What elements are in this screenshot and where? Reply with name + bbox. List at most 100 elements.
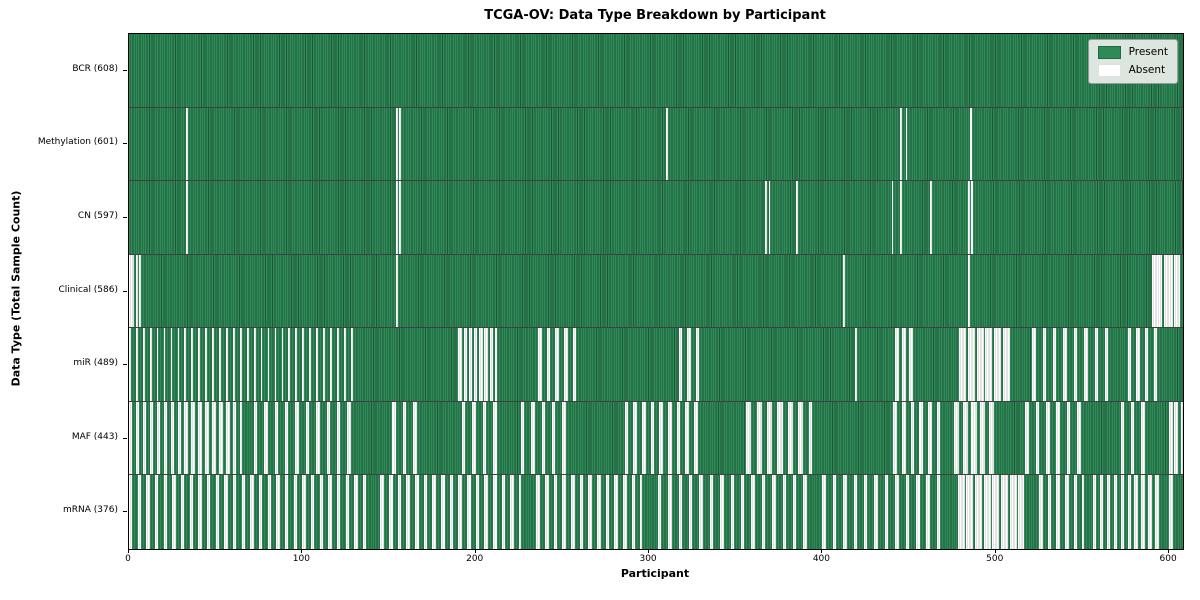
absent-run [363, 475, 367, 549]
absent-run [142, 401, 147, 475]
present-run [690, 328, 696, 401]
absent-run [186, 107, 188, 181]
present-run [297, 475, 303, 549]
absent-run [319, 475, 324, 549]
absent-run [1120, 475, 1125, 549]
absent-run [1106, 475, 1111, 549]
absent-run [163, 475, 168, 549]
present-run [902, 107, 906, 181]
present-run [193, 328, 199, 401]
y-tick-label-methylation: Methylation (601) [37, 137, 118, 148]
present-run [297, 328, 303, 401]
present-run [174, 401, 178, 475]
present-run [357, 475, 364, 549]
absent-run [129, 401, 133, 475]
present-run [1137, 475, 1142, 549]
present-run [846, 475, 854, 549]
absent-run [468, 328, 473, 401]
absent-run [191, 328, 194, 401]
absent-run [1073, 475, 1078, 549]
present-run [288, 401, 296, 475]
absent-run [968, 254, 970, 328]
present-run [323, 475, 329, 549]
absent-run [191, 401, 195, 475]
present-run [792, 401, 799, 475]
absent-run [954, 401, 960, 475]
present-run [186, 328, 192, 401]
absent-run [864, 475, 868, 549]
absent-run [149, 328, 152, 401]
present-run [548, 475, 554, 549]
present-run [974, 328, 977, 401]
heatmap-row-mir [129, 328, 1183, 402]
absent-run [936, 475, 941, 549]
present-run [383, 475, 390, 549]
present-run [796, 475, 804, 549]
present-run [340, 475, 346, 549]
present-run [583, 475, 589, 549]
present-run [914, 401, 920, 475]
present-run [1124, 475, 1128, 549]
present-run [330, 401, 337, 475]
present-run [349, 475, 355, 549]
absent-run [205, 328, 207, 401]
present-run [427, 475, 433, 549]
present-run [129, 34, 1183, 107]
present-run [680, 401, 686, 475]
x-tick-label: 300 [639, 554, 657, 564]
absent-run [295, 328, 298, 401]
absent-run [1046, 401, 1050, 475]
present-run [241, 401, 254, 475]
absent-run [905, 107, 908, 181]
absent-run [1035, 401, 1040, 475]
absent-run [909, 328, 913, 401]
present-run [898, 328, 903, 401]
present-run [922, 401, 929, 475]
absent-run [808, 401, 812, 475]
present-run [241, 328, 247, 401]
present-run [435, 475, 442, 549]
absent-run [564, 328, 568, 401]
present-run [836, 475, 844, 549]
y-tick-mark [123, 143, 127, 145]
present-run [179, 328, 185, 401]
present-run [271, 475, 277, 549]
heatmap-row-cn [129, 181, 1183, 255]
absent-run [285, 401, 289, 475]
absent-run [135, 401, 140, 475]
present-run [311, 328, 317, 401]
present-run [345, 328, 351, 401]
absent-run [293, 475, 298, 549]
absent-run [1136, 328, 1140, 401]
present-run [668, 107, 901, 181]
chart-title: TCGA-OV: Data Type Breakdown by Particip… [484, 8, 826, 23]
absent-run [919, 401, 923, 475]
present-run [472, 328, 474, 401]
absent-run [1169, 401, 1173, 475]
absent-run [458, 475, 462, 549]
legend-item-present: Present [1097, 46, 1168, 59]
present-run [1016, 475, 1019, 549]
absent-run [1073, 328, 1078, 401]
present-run [642, 475, 658, 549]
absent-run [900, 107, 903, 181]
absent-run [226, 401, 230, 475]
absent-run [267, 475, 272, 549]
present-run [1080, 401, 1121, 475]
present-run [1059, 401, 1067, 475]
present-run [555, 401, 563, 475]
absent-run [129, 475, 133, 549]
present-run [1108, 328, 1128, 401]
absent-run [170, 328, 173, 401]
absent-run [614, 475, 618, 549]
absent-run [992, 475, 1000, 549]
absent-run [323, 328, 325, 401]
absent-run [777, 401, 783, 475]
absent-run [463, 328, 468, 401]
present-run [635, 475, 641, 549]
absent-run [853, 475, 858, 549]
absent-run [1082, 475, 1085, 549]
x-tick-mark [821, 549, 823, 553]
present-run [453, 475, 459, 549]
absent-run [205, 401, 209, 475]
